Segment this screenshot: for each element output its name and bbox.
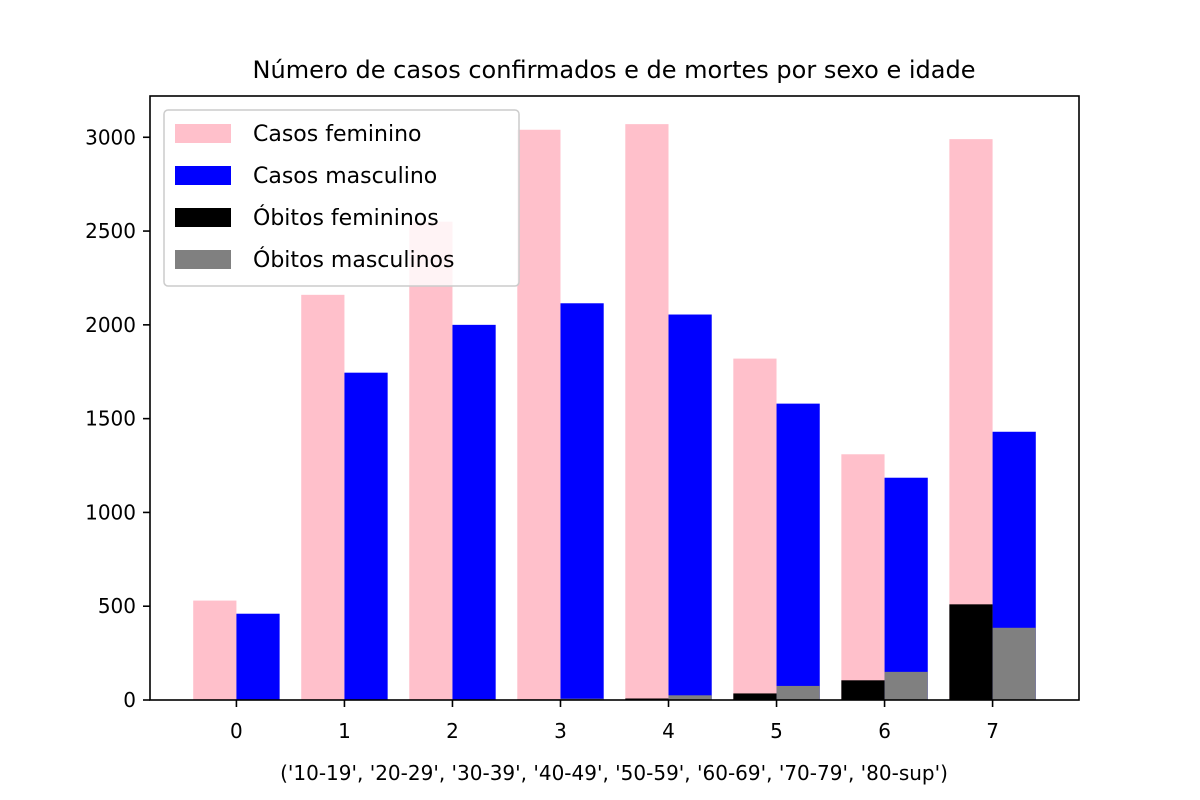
bar-2-6	[884, 477, 928, 700]
bar-1-5	[733, 358, 777, 700]
x-tick-label: 1	[338, 719, 351, 743]
y-tick-label: 3000	[85, 125, 136, 149]
bar-2-3	[560, 303, 604, 700]
y-tick-label: 1500	[85, 407, 136, 431]
y-tick-label: 0	[123, 688, 136, 712]
x-tick-label: 2	[446, 719, 459, 743]
legend-label: Casos masculino	[253, 164, 437, 189]
legend-swatch	[175, 208, 231, 227]
bar-4-6	[884, 671, 928, 700]
bars-layer	[193, 124, 1036, 701]
y-axis-ticks: 0 500 1000 1500 2000 2500 3000	[85, 125, 150, 712]
bar-1-0	[193, 600, 237, 700]
legend: Casos feminino Casos masculino Óbitos femi…	[163, 109, 520, 287]
y-tick-label: 2000	[85, 313, 136, 337]
chart-title: Número de casos confirmados e de mortes …	[253, 56, 976, 84]
bar-1-4	[625, 124, 669, 700]
x-tick-label: 6	[878, 719, 891, 743]
legend-swatch	[175, 124, 231, 143]
bar-2-5	[776, 403, 820, 700]
y-tick-label: 500	[98, 594, 136, 618]
legend-swatch	[175, 250, 231, 269]
legend-swatch	[175, 166, 231, 185]
x-tick-label: 4	[662, 719, 675, 743]
bar-2-2	[452, 324, 496, 700]
x-tick-label: 7	[986, 719, 999, 743]
bar-3-6	[841, 680, 885, 700]
bar-4-4	[668, 695, 712, 700]
bar-2-1	[344, 372, 388, 700]
bar-2-0	[236, 613, 280, 700]
legend-label: Casos feminino	[253, 122, 422, 147]
bar-3-5	[733, 693, 777, 700]
x-axis-ticks: 0 1 2 3 4 5 6 7	[230, 700, 999, 743]
bar-1-3	[517, 129, 561, 700]
y-tick-label: 1000	[85, 500, 136, 524]
x-tick-label: 3	[554, 719, 567, 743]
bar-4-7	[992, 627, 1036, 700]
legend-label: Óbitos femininos	[253, 205, 439, 231]
x-tick-label: 5	[770, 719, 783, 743]
x-tick-label: 0	[230, 719, 243, 743]
plot-frame	[149, 95, 1080, 701]
x-axis-label: ('10-19', '20-29', '30-39', '40-49', '50…	[280, 761, 948, 785]
bar-4-5	[776, 685, 820, 700]
bar-3-7	[949, 604, 993, 700]
bar-1-2	[409, 221, 453, 701]
legend-label: Óbitos masculinos	[253, 247, 454, 273]
bar-2-4	[668, 314, 712, 700]
legend-box	[163, 109, 520, 287]
bar-1-6	[841, 454, 885, 700]
bar-1-1	[301, 294, 345, 700]
y-tick-label: 2500	[85, 219, 136, 243]
